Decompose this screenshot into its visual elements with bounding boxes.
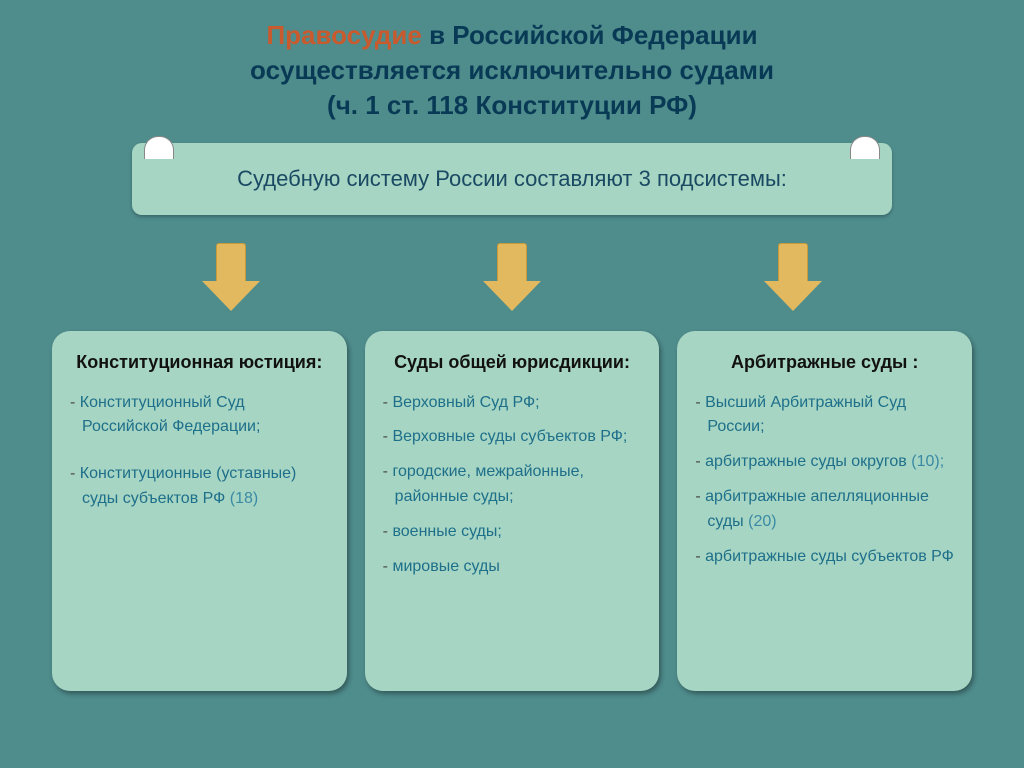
title-line3: (ч. 1 ст. 118 Конституции РФ) — [327, 90, 697, 120]
list-item: - Высший Арбитражный Суд России; — [695, 391, 954, 441]
list-item: - городские, межрайонные, районные суды; — [383, 460, 642, 510]
arrow-down-icon — [764, 243, 822, 315]
arrow-down-icon — [202, 243, 260, 315]
list-item: - Верховный Суд РФ; — [383, 391, 642, 416]
banner-text: Судебную систему России составляют 3 под… — [237, 166, 787, 192]
list-item: - арбитражные суды округов (10); — [695, 450, 954, 475]
title-line1-rest: в Российской Федерации — [422, 20, 758, 50]
card-list: - Верховный Суд РФ; - Верховные суды суб… — [383, 391, 642, 580]
list-item: - военные суды; — [383, 520, 642, 545]
banner: Судебную систему России составляют 3 под… — [132, 143, 892, 215]
title-line2: осуществляется исключительно судами — [250, 55, 774, 85]
card-list: - Высший Арбитражный Суд России; - арбит… — [695, 391, 954, 570]
list-item: - Конституционный Суд Российской Федерац… — [70, 391, 329, 441]
card-general-jurisdiction: Суды общей юрисдикции: - Верховный Суд Р… — [365, 331, 660, 691]
arrows-row — [90, 243, 934, 315]
card-title: Суды общей юрисдикции: — [383, 351, 642, 374]
slide: Правосудие в Российской Федерации осущес… — [0, 0, 1024, 768]
card-list: - Конституционный Суд Российской Федерац… — [70, 391, 329, 512]
card-title: Арбитражные суды : — [695, 351, 954, 374]
card-arbitration: Арбитражные суды : - Высший Арбитражный … — [677, 331, 972, 691]
slide-title: Правосудие в Российской Федерации осущес… — [40, 18, 984, 123]
columns: Конституционная юстиция: - Конституционн… — [40, 331, 984, 691]
list-item: - арбитражные апелляционные суды (20) — [695, 485, 954, 535]
list-item: - Конституционные (уставные) суды субъек… — [70, 462, 329, 512]
title-accent: Правосудие — [266, 20, 421, 50]
list-item: - мировые суды — [383, 555, 642, 580]
card-title: Конституционная юстиция: — [70, 351, 329, 374]
list-item: - Верховные суды субъектов РФ; — [383, 425, 642, 450]
arrow-down-icon — [483, 243, 541, 315]
list-item: - арбитражные суды субъектов РФ — [695, 545, 954, 570]
card-constitutional: Конституционная юстиция: - Конституционн… — [52, 331, 347, 691]
